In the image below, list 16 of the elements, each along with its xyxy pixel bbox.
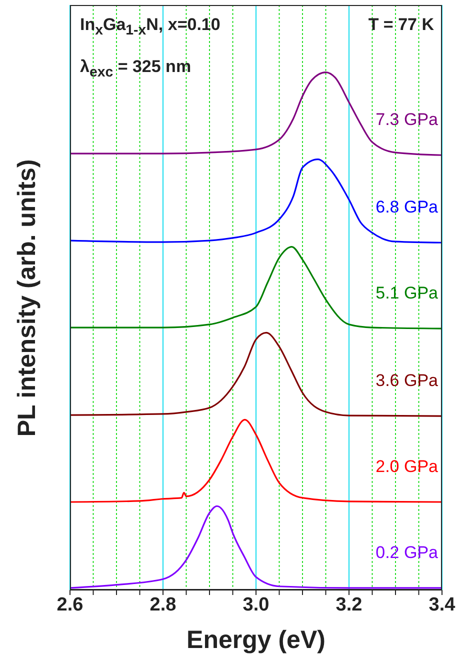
x-tick-label: 3.4 (428, 594, 456, 616)
x-tick-label: 2.6 (56, 594, 84, 616)
x-axis-title: Energy (eV) (186, 626, 326, 654)
series-label: 3.6 GPa (376, 371, 439, 390)
text: T = 77 K (368, 15, 434, 35)
x-tick-label: 2.8 (150, 594, 176, 616)
text: In$_{x}$Ga$_{1-x}$N, x=0.10 (80, 15, 220, 38)
x-tick-label: 3.0 (242, 594, 270, 616)
y-axis-title: PL intensity (arb. units) (13, 158, 42, 438)
series-label: 5.1 GPa (376, 284, 439, 303)
series-label: 0.2 GPa (376, 542, 439, 562)
series-label: 7.3 GPa (376, 110, 439, 130)
series-label: 2.0 GPa (376, 456, 439, 476)
annotation: λ$_{exc}$ = 325 nm (80, 57, 192, 80)
x-tick-label: 3.2 (336, 594, 362, 616)
series-label: 6.8 GPa (376, 198, 439, 217)
